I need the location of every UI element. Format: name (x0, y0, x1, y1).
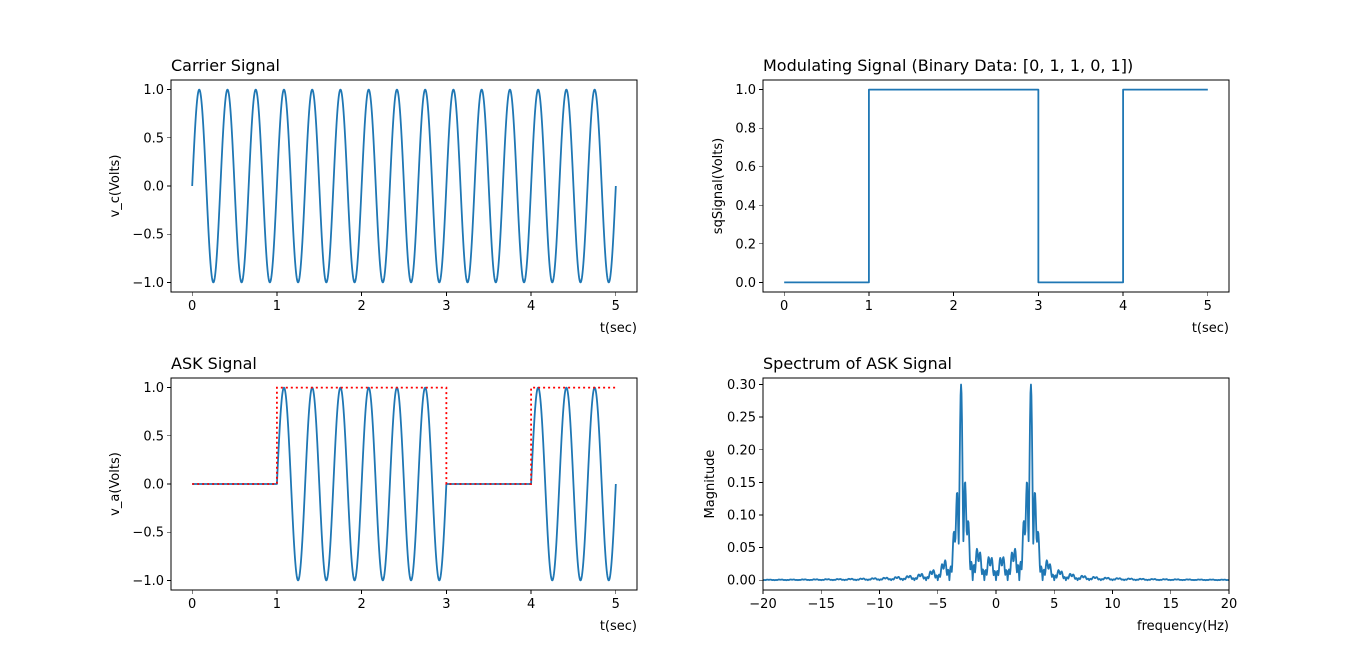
x-tick-label: 3 (1034, 299, 1042, 314)
x-tick-label: 2 (357, 597, 365, 612)
chart-title: Spectrum of ASK Signal (763, 354, 952, 373)
y-tick-label: 0.00 (727, 574, 756, 589)
x-tick-label: 2 (357, 299, 365, 314)
x-tick-label: 4 (527, 299, 535, 314)
plot-area (191, 386, 617, 582)
x-tick-label: 4 (1119, 299, 1127, 314)
y-tick-label: 0.5 (143, 131, 164, 146)
y-tick-label: 0.20 (727, 443, 756, 458)
y-tick-label: 0.2 (735, 237, 756, 252)
x-tick-label: 5 (1204, 299, 1212, 314)
chart-title: Modulating Signal (Binary Data: [0, 1, 1… (763, 56, 1133, 75)
plot-area (784, 88, 1208, 284)
x-tick-label: 15 (1162, 597, 1179, 612)
x-tick-label: 0 (188, 299, 196, 314)
x-tick-label: −20 (749, 597, 776, 612)
x-tick-label: 0 (780, 299, 788, 314)
y-axis-title: v_c(Volts) (108, 155, 123, 218)
x-axis-title: t(sec) (600, 321, 637, 336)
subplot-carrier: Carrier Signal t(sec) v_c(Volts) 0 1 2 3 4 5 −… (108, 56, 638, 336)
y-tick-label: −0.5 (132, 526, 164, 541)
series-line-0 (191, 88, 617, 284)
y-tick-label: 0.25 (727, 411, 756, 426)
x-tick-label: 1 (865, 299, 873, 314)
x-tick-label: 0 (188, 597, 196, 612)
y-tick-label: 1.0 (143, 381, 164, 396)
axes-frame (762, 79, 1230, 293)
y-tick-label: 1.0 (735, 83, 756, 98)
y-tick-label: 0.30 (727, 378, 756, 393)
y-tick-label: 0.0 (143, 180, 164, 195)
x-tick-label: 2 (949, 299, 957, 314)
x-tick-label: −5 (928, 597, 947, 612)
x-tick-label: 3 (442, 299, 450, 314)
y-tick-label: 0.4 (735, 199, 756, 214)
y-axis-title: sqSignal(Volts) (711, 138, 726, 234)
y-tick-label: 0.0 (143, 478, 164, 493)
y-tick-label: 0.15 (727, 476, 756, 491)
y-tick-label: −0.5 (132, 228, 164, 243)
series-line-1 (192, 386, 616, 485)
x-tick-label: 5 (612, 597, 620, 612)
x-axis-title: frequency(Hz) (1137, 619, 1229, 634)
x-tick-label: 10 (1104, 597, 1121, 612)
subplot-ask: ASK Signal t(sec) v_a(Volts) 0 1 2 3 4 5 −1.0 −… (108, 354, 638, 634)
chart-title: ASK Signal (171, 354, 257, 373)
x-tick-label: −10 (866, 597, 893, 612)
y-tick-label: 0.6 (735, 160, 756, 175)
y-tick-label: 0.5 (143, 429, 164, 444)
y-axis-title: Magnitude (703, 450, 718, 519)
x-tick-label: 1 (273, 597, 281, 612)
x-tick-label: 1 (273, 299, 281, 314)
y-tick-label: −1.0 (132, 574, 164, 589)
x-tick-label: 0 (992, 597, 1000, 612)
series-line-0 (784, 88, 1208, 284)
x-tick-label: 20 (1221, 597, 1238, 612)
y-tick-label: 0.10 (727, 508, 756, 523)
y-axis-title: v_a(Volts) (108, 452, 123, 516)
x-tick-label: 5 (612, 299, 620, 314)
y-tick-label: 0.8 (735, 122, 756, 137)
y-tick-label: 0.0 (735, 276, 756, 291)
y-tick-label: −1.0 (132, 276, 164, 291)
subplot-spectrum: Spectrum of ASK Signal frequency(Hz) Mag… (703, 354, 1237, 634)
y-tick-label: 1.0 (143, 83, 164, 98)
x-tick-label: 3 (442, 597, 450, 612)
series-line-0 (763, 383, 1229, 582)
x-axis-title: t(sec) (1192, 321, 1229, 336)
subplot-modulating: Modulating Signal (Binary Data: [0, 1, 1… (711, 56, 1230, 336)
plot-area (763, 383, 1229, 582)
y-tick-label: 0.05 (727, 541, 756, 556)
x-tick-label: −15 (808, 597, 835, 612)
plot-area (191, 88, 617, 284)
x-tick-label: 4 (527, 597, 535, 612)
x-tick-label: 5 (1050, 597, 1058, 612)
chart-title: Carrier Signal (171, 56, 280, 75)
x-axis-title: t(sec) (600, 619, 637, 634)
